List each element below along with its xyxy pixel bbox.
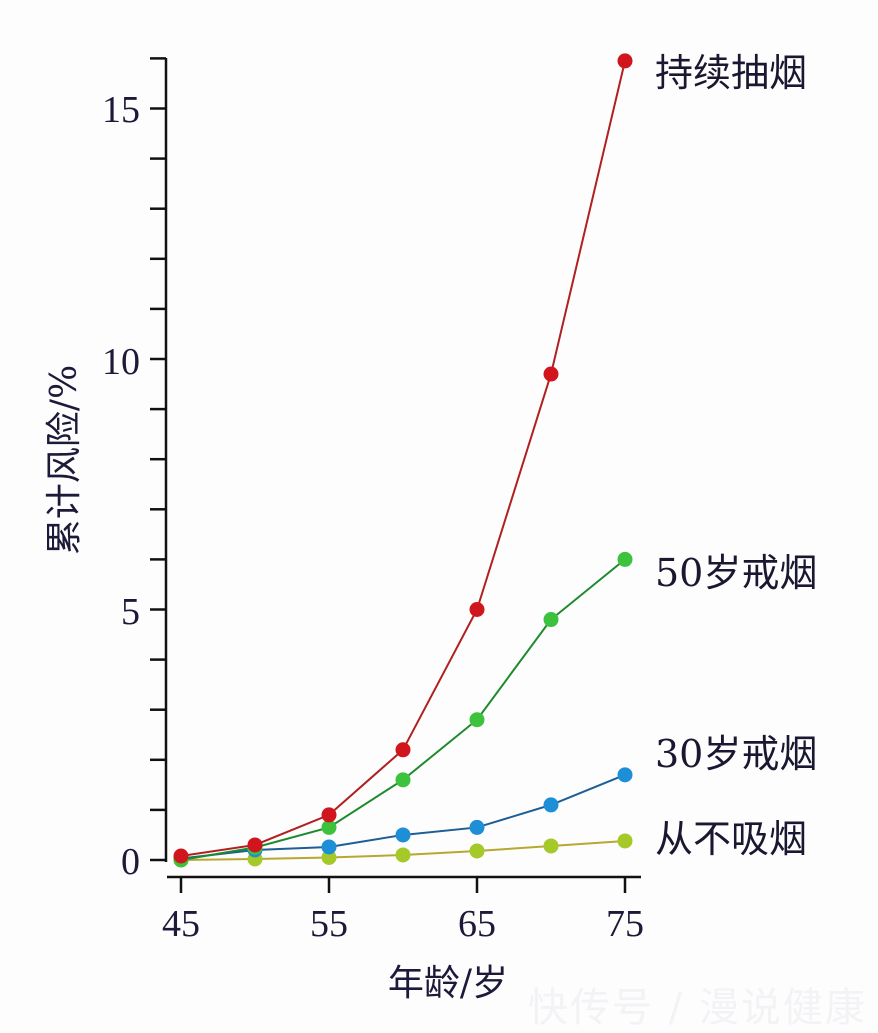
x-axis-title: 年龄/岁: [388, 963, 508, 1004]
series-label-never-smoked: 从不吸烟: [655, 817, 807, 861]
data-point: [395, 772, 411, 788]
data-point: [469, 712, 485, 728]
y-tick-label: 0: [121, 841, 140, 883]
data-point: [469, 819, 485, 835]
series-layer: [173, 53, 633, 868]
data-point: [395, 742, 411, 758]
data-point: [321, 807, 337, 823]
data-point: [469, 602, 485, 617]
data-point: [321, 839, 337, 855]
data-point: [617, 767, 633, 783]
y-axis-title: 累计风险/%: [44, 365, 85, 555]
x-tick-label: 75: [606, 903, 644, 945]
data-point: [543, 797, 559, 813]
y-tick-label: 5: [121, 591, 140, 633]
series-label-quit-at-30: 30岁戒烟: [655, 732, 817, 776]
x-axis: 45 55 65 75 年龄/岁: [162, 875, 644, 1004]
data-point: [617, 551, 633, 567]
data-point: [321, 849, 337, 865]
data-point: [395, 827, 411, 843]
series-label-continuous-smoking: 持续抽烟: [655, 51, 807, 95]
y-axis: 15 10 5 0 累计风险/%: [44, 57, 168, 883]
data-point: [617, 833, 633, 849]
data-point: [543, 612, 559, 628]
data-point: [543, 366, 559, 382]
data-point: [617, 53, 633, 69]
series-0: [173, 53, 633, 864]
x-tick-label: 65: [458, 903, 496, 945]
x-tick-label: 45: [162, 903, 200, 945]
series-label-quit-at-50: 50岁戒烟: [655, 551, 817, 595]
data-point: [543, 838, 559, 854]
series-line: [180, 558, 626, 861]
data-point: [469, 843, 485, 859]
y-axis-ticks: [150, 57, 166, 862]
data-point: [173, 848, 189, 864]
y-tick-label: 15: [102, 89, 140, 131]
data-point: [395, 847, 411, 863]
y-tick-label: 10: [102, 341, 140, 383]
data-point: [321, 819, 337, 835]
watermark: 快传号 / 漫说健康: [528, 985, 867, 1031]
data-point: [247, 837, 263, 853]
series-1: [173, 551, 633, 868]
series-line: [180, 60, 626, 857]
x-tick-label: 55: [310, 903, 348, 945]
